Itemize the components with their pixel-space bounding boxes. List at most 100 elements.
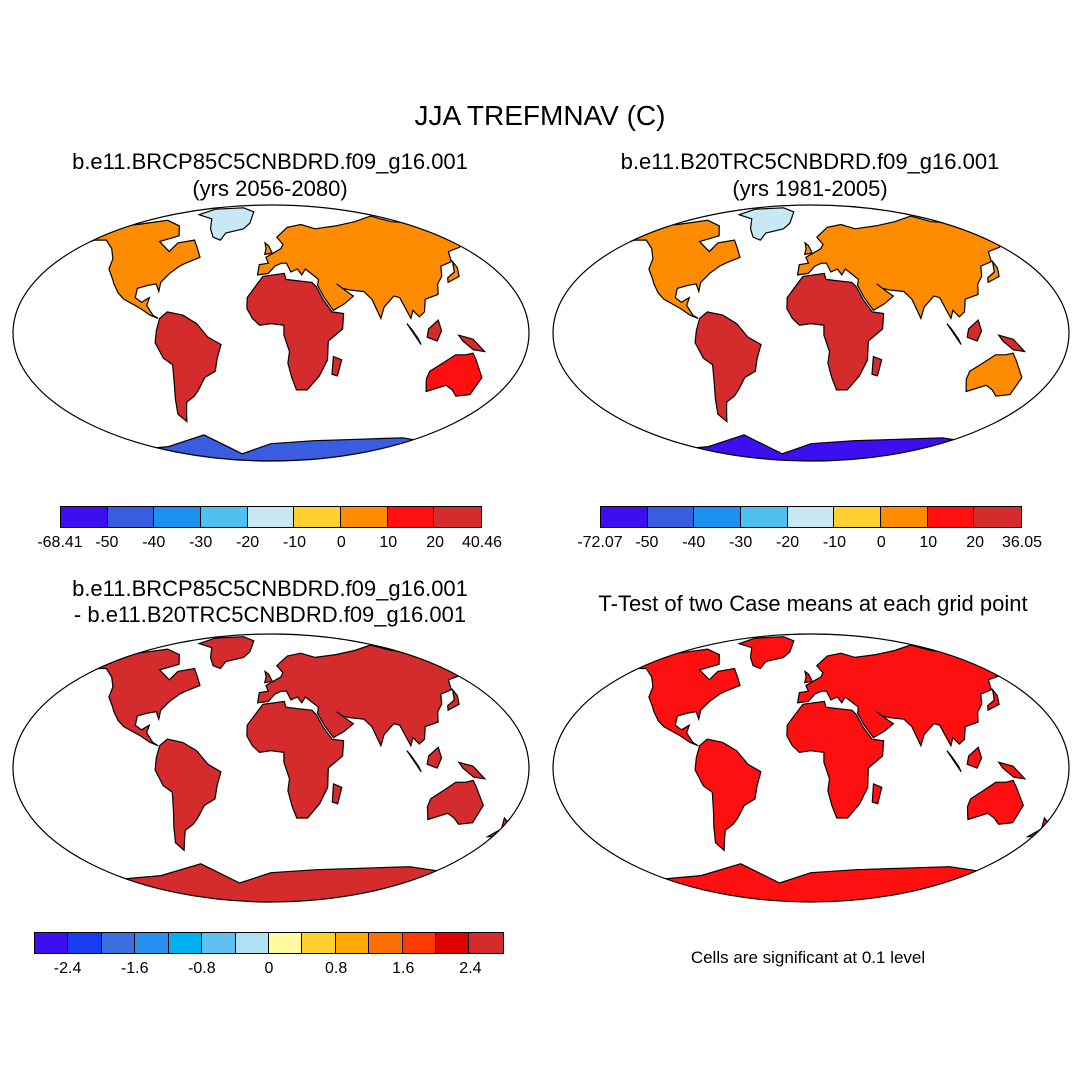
landmass-new-guinea [457,761,487,780]
colorbar-swatch [741,507,788,527]
landmass-south-america [694,311,762,423]
colorbar-swatch [168,933,203,953]
landmass-australia [966,779,1024,825]
colorbar-swatch [601,507,648,527]
colorbar-swatch [294,507,342,527]
landmass-new-guinea [997,334,1027,353]
colorbar-swatch [154,507,202,527]
colorbar-label: 0.8 [325,960,348,977]
colorbar-label: -1.6 [120,960,149,977]
colorbar-label: 0 [876,534,886,551]
colorbar-label: -68.41 [37,534,83,551]
colorbar-label: 10 [379,534,398,551]
colorbar-label: -0.8 [188,960,216,977]
landmass-eurasia [796,644,1021,748]
colorbar-swatch [247,507,295,527]
landmass-south-america [154,738,222,852]
colorbar-label: 2.4 [459,960,482,977]
landmass-australia [425,352,483,397]
landmass-sumatra [406,323,422,345]
landmass-eurasia [796,215,1021,321]
panel-3-subtitle: - b.e11.B20TRC5CNBDRD.f09_g16.001 [73,602,467,627]
colorbar-label: 10 [919,534,938,551]
landmass-antarctica [610,863,1013,902]
landmass-north-america [618,648,741,747]
colorbar-label: -30 [189,534,213,551]
colorbar-swatch [469,933,503,953]
landmass-madagascar [871,783,883,805]
colorbar-label: -20 [775,534,800,551]
colorbar-label: -30 [729,534,753,551]
colorbar-boxes [34,932,504,954]
colorbar-swatch [402,933,437,953]
landmass-uk [263,669,274,684]
panel-4-title: T-Test of two Case means at each grid po… [598,591,1028,616]
colorbar-label: 0 [264,960,274,977]
colorbar-swatch [834,507,882,527]
landmass-africa [786,272,885,391]
colorbar-label: 0 [336,534,346,551]
landmass-south-america [694,738,762,852]
landmass-australia [965,352,1023,397]
landmass-new-guinea [457,334,487,353]
map-panel-1 [12,204,530,462]
landmass-uk [803,241,814,256]
colorbar-label: -40 [142,534,166,551]
landmass-borneo [966,746,983,769]
landmass-sumatra [946,750,962,773]
map-outline [552,633,1070,903]
colorbar-swatch [434,507,482,527]
landmass-africa [246,700,345,819]
colorbar-label: 20 [426,534,445,551]
landmass-new-zealand [1025,816,1051,838]
colorbar-swatch [974,507,1022,527]
colorbar-swatch [927,507,975,527]
landmass-borneo [966,319,983,342]
colorbar-boxes [60,506,482,528]
landmass-sumatra [946,323,962,345]
landmass-eurasia [256,644,481,748]
landmass-africa [246,272,345,391]
colorbar-label: -72.07 [577,534,623,551]
colorbar-label: 20 [966,534,985,551]
colorbar-swatch [436,933,470,953]
landmass-japan [447,259,460,284]
landmass-north-america [618,219,741,319]
panel-1-title: b.e11.BRCP85C5CNBDRD.f09_g16.001 [72,149,468,174]
colorbar-swatch [268,933,303,953]
landmass-antarctica [70,863,473,902]
landmass-japan [987,687,1000,712]
landmass-madagascar [331,355,343,377]
colorbar-swatch [68,933,102,953]
colorbar-label: -50 [95,534,119,551]
colorbar-label: 36.05 [1001,534,1043,551]
landmass-greenland [737,207,795,241]
landmass-antarctica [623,434,1000,461]
main-title: JJA TREFMNAV (C) [414,100,666,131]
panel-1-subtitle: (yrs 2056-2080) [192,176,348,201]
landmass-japan [987,259,1000,284]
landmass-australia [426,779,484,825]
colorbar-swatch [135,933,169,953]
map-outline [12,633,530,903]
landmass-greenland [737,636,795,670]
colorbar-swatch [335,933,370,953]
map-panel-4 [552,633,1070,903]
colorbar-swatch [647,507,695,527]
landmass-north-america [78,648,201,747]
colorbar-label: -10 [822,534,846,551]
colorbar-label: -10 [282,534,306,551]
landmass-greenland [197,207,255,241]
colorbar-label: 1.6 [392,960,415,977]
landmass-antarctica [83,434,460,461]
landmass-madagascar [871,355,883,377]
colorbar-swatch [302,933,336,953]
landmass-new-zealand [482,388,507,409]
significance-note: Cells are significant at 0.1 level [690,948,926,967]
panel-3-title: b.e11.BRCP85C5CNBDRD.f09_g16.001 [72,576,468,601]
landmass-sumatra [406,750,422,773]
map-panel-3 [12,633,530,903]
landmass-greenland [197,636,255,670]
landmass-uk [263,241,274,256]
colorbar-swatch [35,933,69,953]
